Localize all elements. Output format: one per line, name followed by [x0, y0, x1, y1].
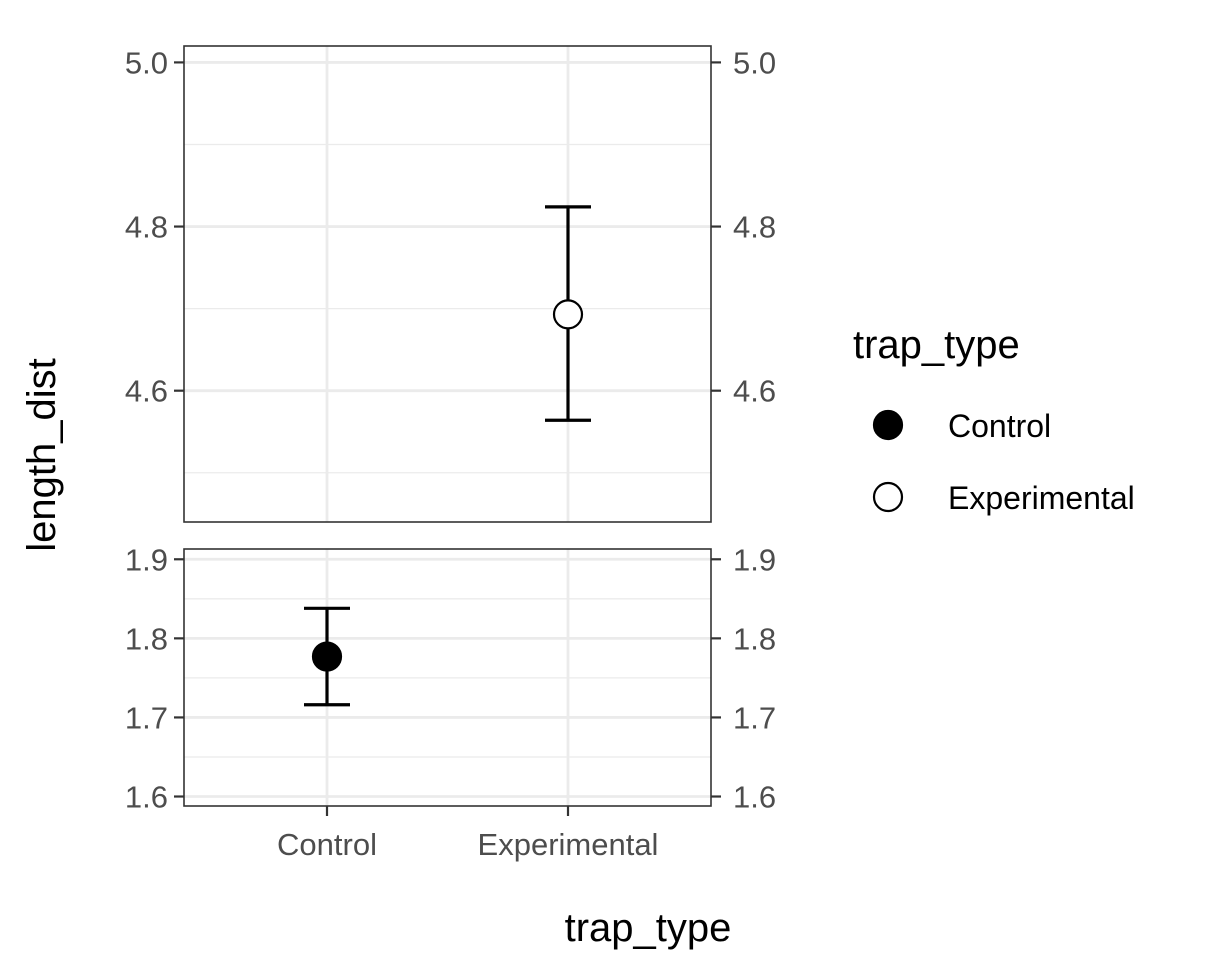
point-experimental: [552, 299, 584, 330]
x-tick-label: Control: [277, 827, 377, 862]
panel-border: [183, 548, 712, 807]
y-tick-label-right: 1.9: [733, 542, 776, 577]
y-tick-label-right: 4.6: [733, 374, 776, 409]
y-tick-label-left: 1.9: [125, 542, 168, 577]
legend-title: trap_type: [853, 323, 1020, 367]
y-tick-label-right: 1.8: [733, 621, 776, 656]
y-tick-label-left: 4.6: [125, 374, 168, 409]
y-axis-title: length_dist: [20, 358, 64, 551]
y-tick-label-right: 1.7: [733, 700, 776, 735]
y-tick-label-right: 1.6: [733, 780, 776, 815]
y-tick-label-left: 1.6: [125, 780, 168, 815]
point-control: [311, 641, 343, 672]
y-tick-label-left: 5.0: [125, 45, 168, 80]
panel-border: [183, 45, 712, 523]
legend-key-control: [872, 409, 904, 441]
legend-label-control: Control: [948, 408, 1051, 444]
y-tick-label-left: 4.8: [125, 210, 168, 245]
legend: trap_type Control Experimental: [853, 323, 1135, 516]
legend-key-experimental: [872, 481, 904, 513]
y-tick-label-right: 4.8: [733, 210, 776, 245]
y-tick-label-left: 1.8: [125, 621, 168, 656]
x-tick-label: Experimental: [478, 827, 659, 862]
legend-label-experimental: Experimental: [948, 480, 1135, 516]
y-tick-label-right: 5.0: [733, 45, 776, 80]
y-tick-label-left: 1.7: [125, 700, 168, 735]
x-axis-title: trap_type: [565, 906, 732, 950]
